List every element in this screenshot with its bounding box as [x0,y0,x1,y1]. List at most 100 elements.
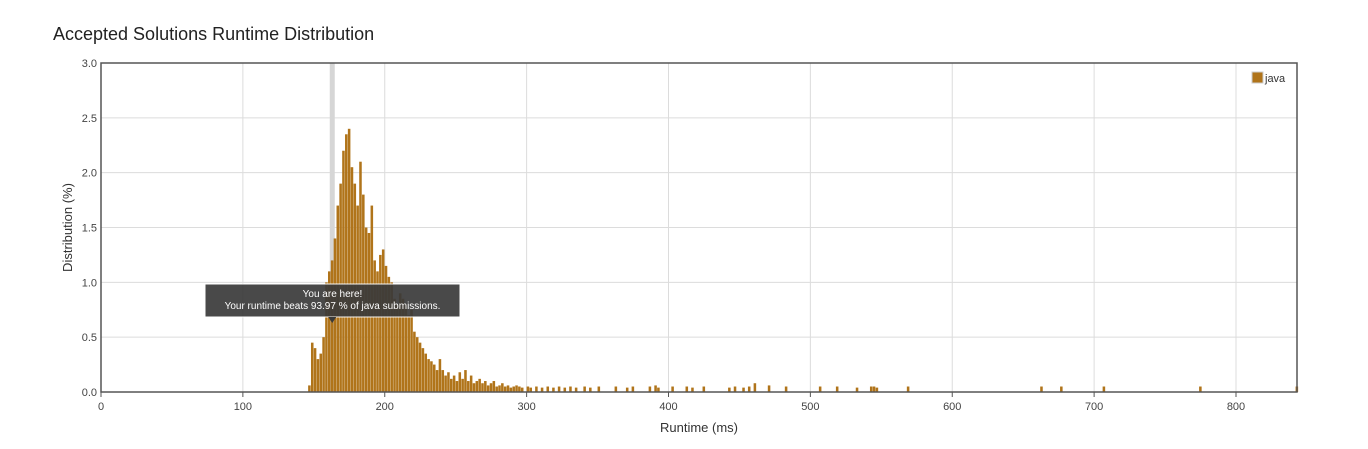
bar-java[interactable] [424,353,428,392]
bar-java[interactable] [347,128,351,393]
bar-java[interactable] [319,353,323,392]
bar-java[interactable] [310,342,314,392]
bar-java[interactable] [359,161,362,392]
bar-java[interactable] [1060,386,1063,392]
bar-java[interactable] [495,386,498,392]
bar-java[interactable] [526,386,530,392]
bar-java[interactable] [540,387,544,392]
bar-java[interactable] [1102,386,1106,392]
bar-java[interactable] [906,386,910,392]
bar-java[interactable] [589,387,592,392]
bar-java[interactable] [691,387,694,392]
bar-java[interactable] [518,386,521,392]
bar-java[interactable] [654,385,657,392]
bar-java[interactable] [506,385,510,392]
bar-java[interactable] [316,359,320,392]
bar-java[interactable] [614,386,618,392]
bar-java[interactable] [393,298,396,392]
bar-java[interactable] [467,381,470,392]
bar-java[interactable] [327,271,331,392]
bar-java[interactable] [625,387,629,392]
bar-java[interactable] [390,282,393,392]
bar-java[interactable] [330,260,334,392]
bar-java[interactable] [563,387,567,392]
bar-java[interactable] [875,387,879,392]
bar-java[interactable] [322,337,325,392]
bar-java[interactable] [350,167,354,392]
bar-java[interactable] [381,249,385,392]
bar-java[interactable] [1199,386,1202,392]
bar-java[interactable] [671,386,674,392]
bar-java[interactable] [869,386,873,392]
bar-java[interactable] [835,386,839,392]
bar-java[interactable] [313,348,317,392]
bar-java[interactable] [747,386,751,392]
legend-swatch-java[interactable] [1251,71,1264,84]
bar-java[interactable] [597,386,601,392]
bar-java[interactable] [552,387,555,392]
bar-java[interactable] [498,385,501,392]
bar-java[interactable] [430,361,433,392]
bar-java[interactable] [447,372,450,392]
bar-java[interactable] [767,385,771,392]
bar-java[interactable] [492,381,496,392]
bar-java[interactable] [784,386,788,392]
bar-java[interactable] [435,370,439,392]
bar-java[interactable] [458,372,462,392]
bar-java[interactable] [427,359,430,392]
bar-java[interactable] [648,386,652,392]
bar-java[interactable] [520,387,524,392]
bar-java[interactable] [472,383,476,392]
bar-java[interactable] [484,381,487,392]
bar-java[interactable] [461,378,464,392]
bar-java[interactable] [455,381,459,392]
bar-java[interactable] [1040,386,1043,392]
bar-java[interactable] [855,387,859,392]
legend-label-java[interactable]: java [1264,73,1286,85]
bar-java[interactable] [475,381,479,392]
bar-java[interactable] [413,331,416,392]
bar-java[interactable] [733,386,737,392]
bar-java[interactable] [398,293,402,392]
bar-java[interactable] [432,364,436,392]
bar-java[interactable] [373,260,376,392]
bar-java[interactable] [486,385,490,392]
bar-java[interactable] [631,386,635,392]
bar-java[interactable] [515,385,518,392]
bar-java[interactable] [376,271,379,392]
bar-java[interactable] [818,386,822,392]
bar-java[interactable] [438,359,442,392]
bar-java[interactable] [742,387,745,392]
bar-java[interactable] [342,150,345,392]
bar-java[interactable] [387,276,391,392]
bar-java[interactable] [583,386,586,392]
bar-java[interactable] [569,386,572,392]
bar-java[interactable] [546,386,550,392]
bar-java[interactable] [478,378,481,392]
bar-java[interactable] [501,383,504,392]
bar-java[interactable] [529,387,532,392]
bar-java[interactable] [396,304,399,392]
bar-java[interactable] [481,383,484,392]
bar-java[interactable] [503,386,507,392]
bar-java[interactable] [308,385,311,392]
bar-java[interactable] [489,383,493,392]
bar-java[interactable] [685,386,689,392]
bar-java[interactable] [444,375,447,392]
bar-java[interactable] [379,254,382,392]
bar-java[interactable] [421,348,425,392]
bar-java[interactable] [753,383,757,392]
bar-java[interactable] [657,387,660,392]
bar-java[interactable] [415,337,419,392]
bar-java[interactable] [512,386,515,392]
bar-java[interactable] [452,375,456,392]
bar-java[interactable] [325,282,328,392]
bar-java[interactable] [464,370,467,392]
bar-java[interactable] [404,304,408,392]
bar-java[interactable] [574,387,578,392]
bar-java[interactable] [345,134,348,393]
bar-java[interactable] [410,309,413,392]
bar-java[interactable] [728,387,731,392]
bar-java[interactable] [407,315,410,392]
bar-java[interactable] [557,386,561,392]
